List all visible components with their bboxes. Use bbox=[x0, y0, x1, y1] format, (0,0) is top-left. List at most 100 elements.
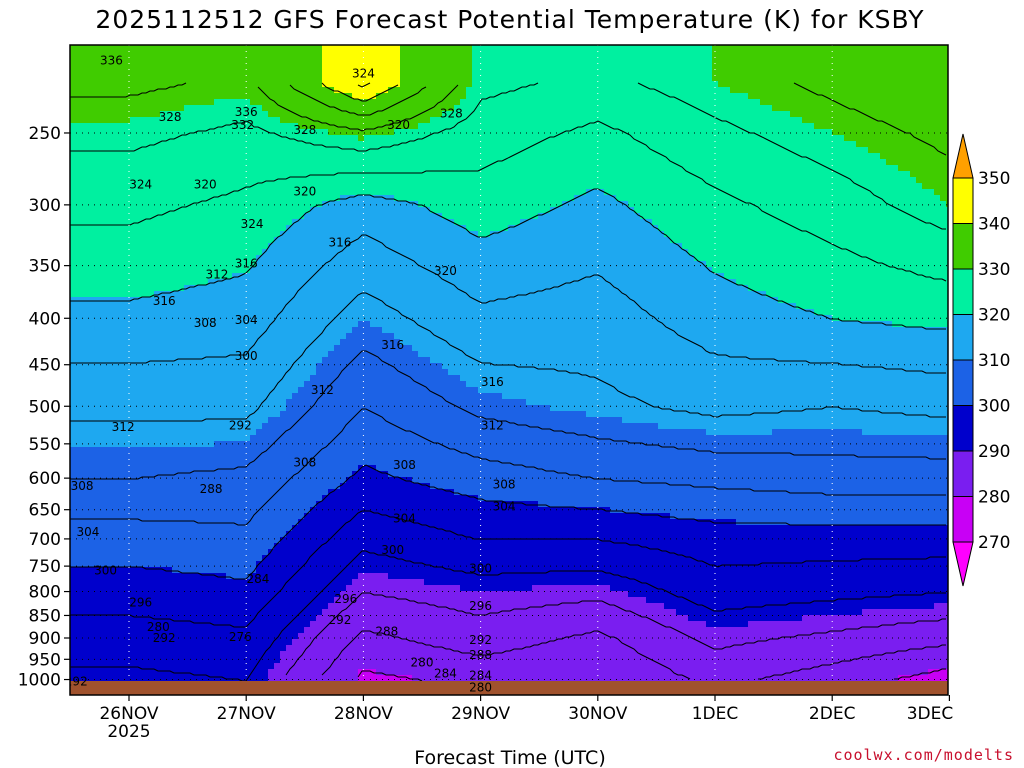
heat-cell bbox=[250, 633, 257, 640]
heat-cell bbox=[112, 543, 119, 550]
heat-cell bbox=[106, 453, 113, 460]
heat-cell bbox=[232, 567, 239, 574]
heat-cell bbox=[202, 603, 209, 610]
heat-cell bbox=[100, 105, 107, 112]
heat-cell bbox=[238, 429, 245, 436]
heat-cell bbox=[160, 123, 167, 130]
heat-cell bbox=[208, 369, 215, 376]
heat-cell bbox=[244, 255, 251, 262]
heat-cell bbox=[298, 651, 305, 658]
heat-cell bbox=[154, 537, 161, 544]
heat-cell bbox=[106, 309, 113, 316]
heat-cell bbox=[106, 99, 113, 106]
heat-cell bbox=[148, 381, 155, 388]
heat-cell bbox=[256, 429, 263, 436]
heat-cell bbox=[334, 309, 341, 316]
heat-cell bbox=[112, 393, 119, 400]
heat-cell bbox=[214, 225, 221, 232]
heat-cell bbox=[310, 417, 317, 424]
heat-cell bbox=[100, 555, 107, 562]
heat-cell bbox=[262, 411, 269, 418]
heat-cell bbox=[166, 153, 173, 160]
heat-cell bbox=[334, 93, 341, 100]
heat-cell bbox=[232, 483, 239, 490]
heat-cell bbox=[334, 531, 341, 538]
heat-cell bbox=[280, 495, 287, 502]
heat-cell bbox=[100, 627, 107, 634]
heat-cell bbox=[256, 51, 263, 58]
heat-cell bbox=[166, 657, 173, 664]
heat-cell bbox=[94, 639, 101, 646]
heat-cell bbox=[160, 135, 167, 142]
heat-cell bbox=[94, 117, 101, 124]
heat-cell bbox=[304, 387, 311, 394]
heat-cell bbox=[340, 93, 347, 100]
heat-cell bbox=[220, 579, 227, 586]
heat-cell bbox=[238, 399, 245, 406]
heat-cell bbox=[256, 645, 263, 652]
heat-cell bbox=[202, 423, 209, 430]
heat-cell bbox=[292, 555, 299, 562]
heat-cell bbox=[100, 363, 107, 370]
heat-cell bbox=[178, 537, 185, 544]
heat-cell bbox=[160, 621, 167, 628]
heat-cell bbox=[214, 417, 221, 424]
heat-cell bbox=[178, 171, 185, 178]
heat-cell bbox=[106, 507, 113, 514]
heat-cell bbox=[154, 111, 161, 118]
heat-cell bbox=[124, 543, 131, 550]
heat-cell bbox=[232, 357, 239, 364]
heat-cell bbox=[142, 255, 149, 262]
heat-cell bbox=[190, 423, 197, 430]
heat-cell bbox=[280, 417, 287, 424]
heat-cell bbox=[286, 651, 293, 658]
heat-cell bbox=[202, 405, 209, 412]
heat-cell bbox=[328, 93, 335, 100]
heat-cell bbox=[70, 357, 77, 364]
heat-cell bbox=[304, 111, 311, 118]
heat-cell bbox=[118, 423, 125, 430]
heat-cell bbox=[286, 429, 293, 436]
heat-cell bbox=[256, 93, 263, 100]
heat-cell bbox=[214, 81, 221, 88]
heat-cell bbox=[70, 489, 77, 496]
heat-cell bbox=[244, 573, 251, 580]
heat-cell bbox=[202, 69, 209, 76]
heat-cell bbox=[268, 111, 275, 118]
heat-cell bbox=[220, 105, 227, 112]
heat-cell bbox=[130, 447, 137, 454]
heat-cell bbox=[184, 81, 191, 88]
heat-cell bbox=[226, 603, 233, 610]
heat-cell bbox=[310, 51, 317, 58]
heat-cell bbox=[148, 429, 155, 436]
heat-cell bbox=[280, 393, 287, 400]
heat-cell bbox=[220, 645, 227, 652]
heat-cell bbox=[166, 567, 173, 574]
heat-cell bbox=[220, 375, 227, 382]
heat-cell bbox=[226, 399, 233, 406]
heat-cell bbox=[112, 129, 119, 136]
heat-cell bbox=[94, 213, 101, 220]
heat-cell bbox=[316, 645, 323, 652]
heat-cell bbox=[316, 153, 323, 160]
heat-cell bbox=[310, 165, 317, 172]
heat-cell bbox=[280, 387, 287, 394]
heat-cell bbox=[154, 501, 161, 508]
heat-cell bbox=[268, 351, 275, 358]
heat-cell bbox=[100, 315, 107, 322]
heat-cell bbox=[142, 429, 149, 436]
heat-cell bbox=[154, 483, 161, 490]
heat-cell bbox=[172, 423, 179, 430]
heat-cell bbox=[298, 525, 305, 532]
heat-cell bbox=[232, 405, 239, 412]
heat-cell bbox=[268, 129, 275, 136]
heat-cell bbox=[172, 177, 179, 184]
heat-cell bbox=[160, 585, 167, 592]
heat-cell bbox=[82, 345, 89, 352]
heat-cell bbox=[328, 147, 335, 154]
heat-cell bbox=[124, 231, 131, 238]
heat-cell bbox=[172, 633, 179, 640]
heat-cell bbox=[280, 453, 287, 460]
heat-cell bbox=[106, 591, 113, 598]
heat-cell bbox=[238, 657, 245, 664]
